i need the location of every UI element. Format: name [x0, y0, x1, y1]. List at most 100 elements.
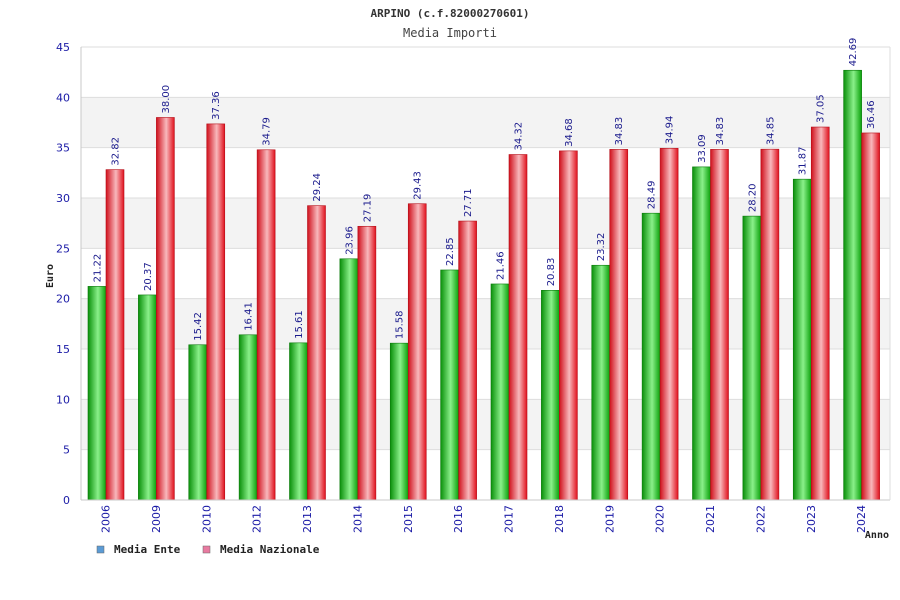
x-tick-label: 2016 — [452, 505, 465, 533]
x-tick-label: 2012 — [251, 505, 264, 533]
data-label: 20.83 — [546, 258, 557, 287]
bar-media-nazionale-2018 — [559, 150, 578, 501]
data-label: 34.32 — [514, 122, 525, 151]
y-tick-label: 5 — [63, 444, 70, 457]
bar-media-nazionale-2022 — [760, 148, 780, 501]
bar-media-nazionale-2009 — [156, 117, 175, 501]
legend-swatch — [202, 545, 211, 554]
data-label: 16.41 — [244, 302, 255, 331]
bar-media-nazionale-2024 — [861, 132, 880, 501]
data-label: 21.22 — [93, 254, 104, 283]
x-tick-label: 2015 — [402, 505, 415, 533]
bar-media-nazionale-2016 — [458, 220, 477, 501]
y-tick-label: 25 — [56, 242, 70, 255]
x-tick-label: 2019 — [603, 505, 616, 533]
data-label: 23.32 — [596, 233, 607, 262]
data-label: 37.05 — [816, 94, 827, 123]
bars — [87, 69, 880, 501]
bar-media-nazionale-2012 — [256, 149, 276, 501]
axes — [80, 47, 891, 501]
data-label: 29.43 — [413, 171, 424, 200]
bar-media-ente-2006 — [87, 286, 107, 501]
x-tick-label: 2010 — [200, 505, 213, 533]
data-label: 15.42 — [193, 312, 204, 341]
legend-label: Media Ente — [114, 543, 181, 556]
legend-label: Media Nazionale — [220, 543, 320, 556]
data-label: 27.19 — [362, 194, 373, 223]
data-label: 28.20 — [747, 183, 758, 212]
y-tick-label: 10 — [56, 393, 70, 406]
bar-media-ente-2013 — [289, 342, 308, 501]
y-tick-label: 35 — [56, 142, 70, 155]
x-tick-labels: 2006 2009 2010 2012 2013 2014 2015 2016 2017 2018… — [100, 505, 869, 533]
data-label: 20.37 — [143, 262, 154, 291]
y-tick-label: 45 — [56, 41, 70, 54]
bar-media-nazionale-2014 — [357, 225, 377, 501]
data-label: 15.58 — [395, 311, 406, 340]
bar-media-ente-2012 — [238, 334, 258, 501]
x-tick-label: 2009 — [150, 505, 163, 533]
bar-media-ente-2021 — [692, 166, 711, 501]
bar-media-ente-2019 — [591, 264, 611, 501]
data-label: 15.61 — [294, 310, 305, 339]
bar-media-ente-2022 — [742, 215, 762, 501]
data-labels: 21.22 32.82 20.37 38.00 15.42 37.36 16.41 34.79… — [93, 38, 878, 341]
x-tick-label: 2006 — [100, 505, 113, 533]
y-tick-label: 40 — [56, 91, 70, 104]
bar-media-ente-2015 — [389, 342, 409, 501]
bar-media-ente-2024 — [843, 69, 862, 501]
data-label: 42.69 — [848, 38, 859, 67]
bar-media-ente-2023 — [792, 178, 812, 501]
x-tick-label: 2023 — [805, 505, 818, 533]
data-label: 31.87 — [798, 147, 809, 176]
bar-media-nazionale-2020 — [659, 147, 679, 501]
x-tick-label: 2014 — [351, 505, 364, 533]
bar-media-nazionale-2006 — [105, 169, 125, 501]
data-label: 34.94 — [665, 116, 676, 145]
data-label: 36.46 — [866, 100, 877, 129]
bar-media-ente-2018 — [541, 290, 560, 501]
legend-swatch — [96, 545, 105, 554]
bar-media-nazionale-2013 — [307, 205, 326, 501]
data-label: 37.36 — [211, 91, 222, 120]
data-label: 28.49 — [647, 181, 658, 210]
bar-media-ente-2020 — [641, 212, 661, 501]
y-tick-label: 0 — [63, 494, 70, 507]
bar-media-nazionale-2010 — [206, 123, 226, 501]
x-axis-label: Anno — [865, 530, 889, 541]
bar-media-ente-2017 — [490, 283, 510, 501]
data-label: 34.68 — [564, 118, 575, 147]
data-label: 33.09 — [697, 134, 708, 163]
y-tick-label: 30 — [56, 192, 70, 205]
x-tick-label: 2022 — [754, 505, 767, 533]
plot-band — [81, 47, 890, 98]
data-label: 38.00 — [161, 85, 172, 114]
x-tick-label: 2020 — [654, 505, 667, 533]
x-tick-label: 2017 — [503, 505, 516, 533]
data-label: 27.71 — [463, 188, 474, 217]
y-tick-label: 20 — [56, 293, 70, 306]
data-label: 22.85 — [445, 237, 456, 266]
data-label: 32.82 — [111, 137, 122, 166]
bar-media-nazionale-2017 — [508, 154, 528, 501]
x-tick-label: 2018 — [553, 505, 566, 533]
chart-subtitle: Media Importi — [403, 26, 497, 40]
bar-media-nazionale-2015 — [407, 203, 427, 501]
data-label: 34.83 — [614, 117, 625, 146]
bar-media-ente-2016 — [440, 269, 459, 501]
data-label: 34.85 — [765, 117, 776, 146]
bar-media-ente-2014 — [339, 258, 359, 501]
data-label: 23.96 — [344, 226, 355, 255]
x-tick-label: 2021 — [704, 505, 717, 533]
x-tick-label: 2024 — [855, 505, 868, 533]
data-label: 34.79 — [262, 117, 273, 146]
chart-title: ARPINO (c.f.82000270601) — [371, 7, 530, 20]
legend: Media Ente Media Nazionale — [96, 543, 320, 556]
bar-media-ente-2009 — [138, 294, 157, 501]
x-tick-label: 2013 — [301, 505, 314, 533]
data-label: 21.46 — [496, 251, 507, 280]
bar-media-ente-2010 — [188, 344, 208, 501]
y-tick-label: 15 — [56, 343, 70, 356]
y-axis-label: Euro — [45, 264, 56, 288]
